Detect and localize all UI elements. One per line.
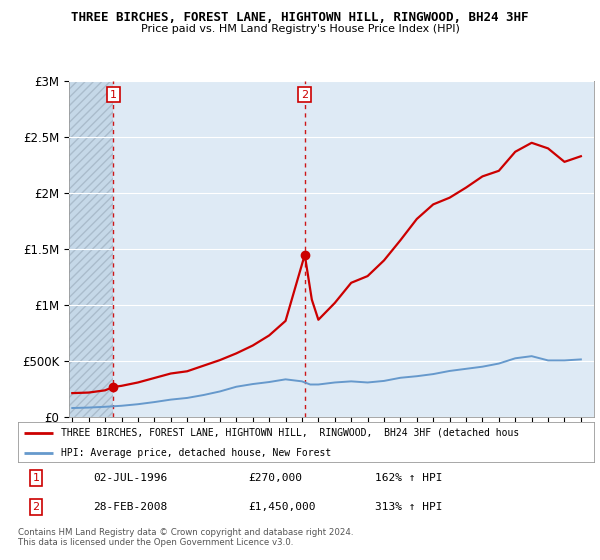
Text: 02-JUL-1996: 02-JUL-1996 [93, 473, 167, 483]
Text: 162% ↑ HPI: 162% ↑ HPI [375, 473, 443, 483]
Text: Price paid vs. HM Land Registry's House Price Index (HPI): Price paid vs. HM Land Registry's House … [140, 24, 460, 34]
Text: £1,450,000: £1,450,000 [248, 502, 316, 512]
Text: 2: 2 [301, 90, 308, 100]
Text: £270,000: £270,000 [248, 473, 302, 483]
Text: 28-FEB-2008: 28-FEB-2008 [93, 502, 167, 512]
Text: 313% ↑ HPI: 313% ↑ HPI [375, 502, 443, 512]
Bar [69, 81, 113, 417]
Text: HPI: Average price, detached house, New Forest: HPI: Average price, detached house, New … [61, 448, 331, 458]
Text: THREE BIRCHES, FOREST LANE, HIGHTOWN HILL, RINGWOOD, BH24 3HF: THREE BIRCHES, FOREST LANE, HIGHTOWN HIL… [71, 11, 529, 24]
Text: Contains HM Land Registry data © Crown copyright and database right 2024.
This d: Contains HM Land Registry data © Crown c… [18, 528, 353, 547]
Bar [69, 81, 113, 417]
Text: THREE BIRCHES, FOREST LANE, HIGHTOWN HILL,  RINGWOOD,  BH24 3HF (detached hous: THREE BIRCHES, FOREST LANE, HIGHTOWN HIL… [61, 428, 520, 438]
Text: 1: 1 [32, 473, 40, 483]
Text: 2: 2 [32, 502, 40, 512]
Text: 1: 1 [110, 90, 117, 100]
